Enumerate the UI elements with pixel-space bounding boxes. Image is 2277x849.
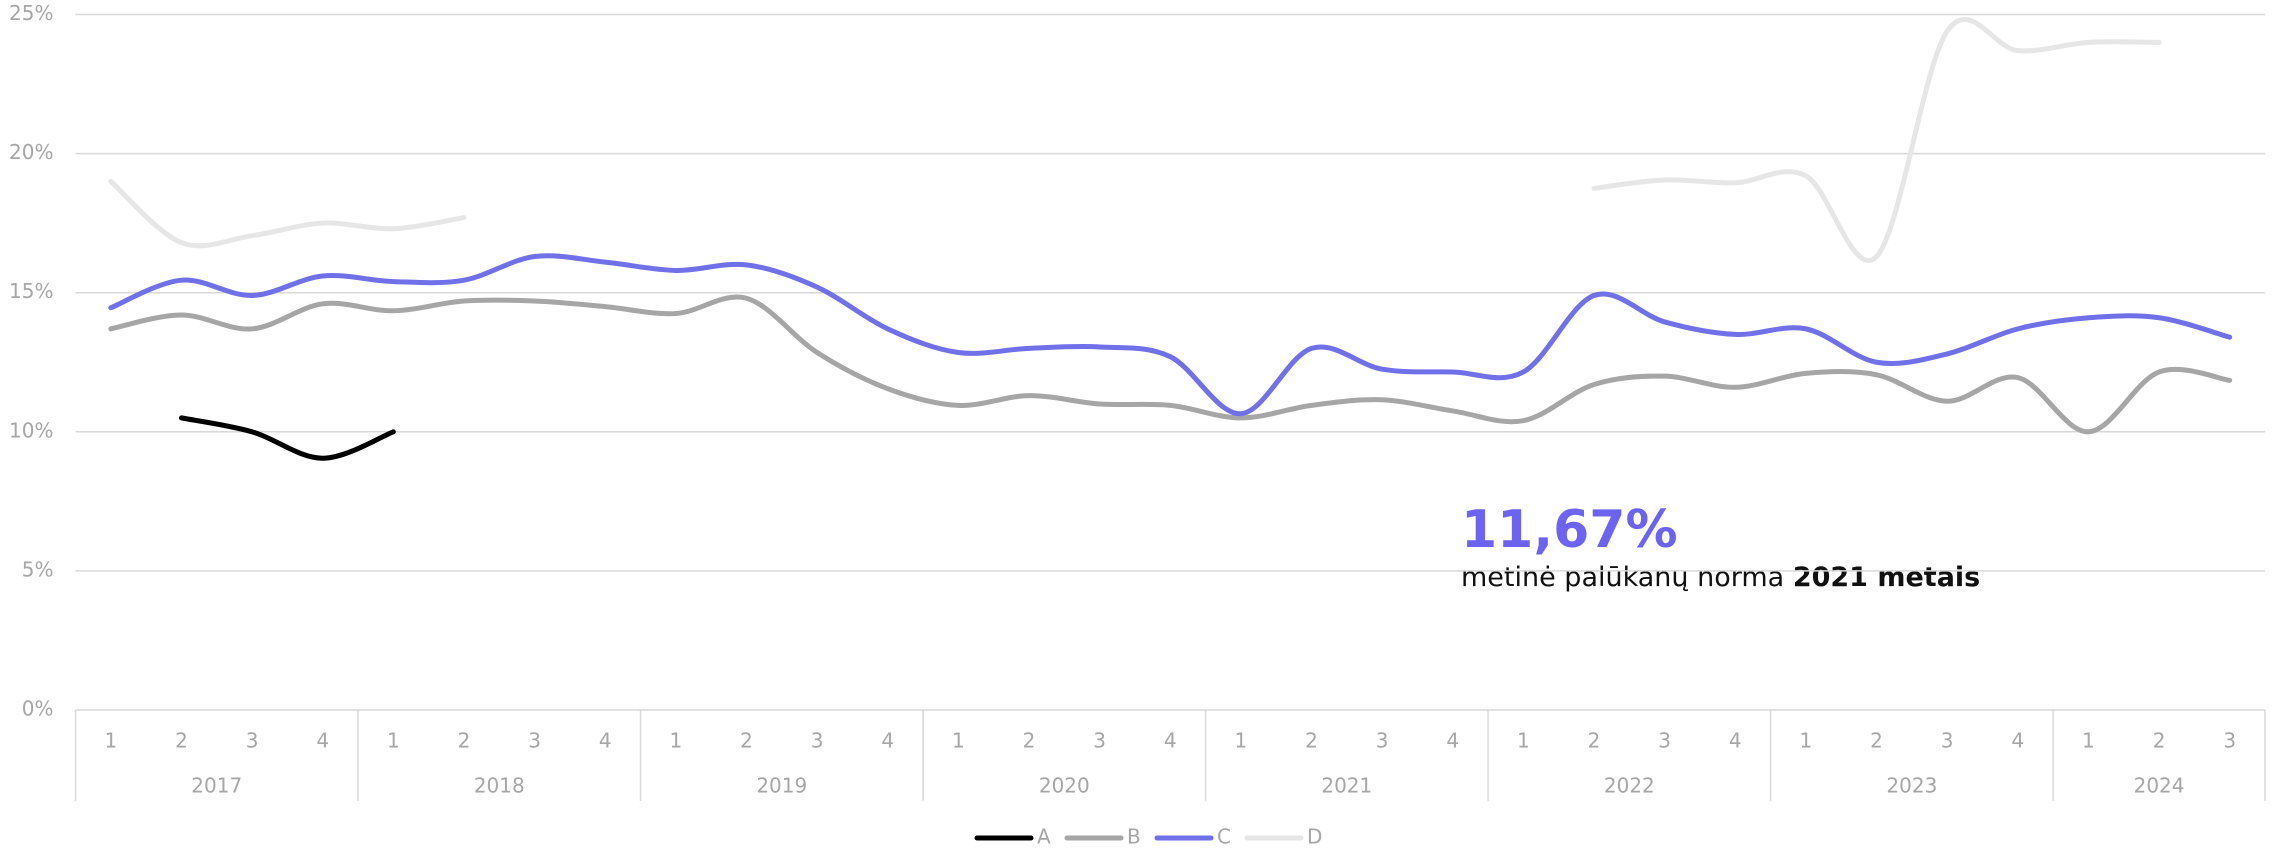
annotation-value: 11,67% (1461, 500, 1678, 560)
x-tick-label: 1 (952, 729, 965, 753)
y-tick-label: 0% (22, 697, 54, 721)
x-tick-label: 3 (1376, 729, 1389, 753)
x-tick-label: 1 (2082, 729, 2095, 753)
legend-label: D (1307, 825, 1322, 849)
x-group-label: 2021 (1321, 774, 1372, 798)
x-tick-label: 3 (1093, 729, 1106, 753)
annotation-text: metinė palūkanų norma 2021 metais (1461, 562, 1980, 593)
series-line (108, 17, 2162, 263)
legend-label: A (1037, 825, 1051, 849)
x-tick-label: 1 (1517, 729, 1530, 753)
x-tick-label: 2 (1588, 729, 1601, 753)
x-tick-label: 3 (246, 729, 259, 753)
series-line (108, 253, 2233, 417)
annotation-bold: 2021 metais (1793, 562, 1980, 593)
x-tick-label: 2 (740, 729, 753, 753)
x-group-label: 2023 (1886, 774, 1937, 798)
annotation-plain: metinė palūkanų norma (1461, 562, 1793, 593)
x-group-label: 2019 (756, 774, 807, 798)
x-tick-label: 4 (599, 729, 612, 753)
x-tick-label: 3 (1658, 729, 1671, 753)
y-tick-label: 5% (22, 557, 54, 581)
x-tick-label: 1 (387, 729, 400, 753)
x-group-label: 2022 (1604, 774, 1655, 798)
x-tick-label: 1 (1235, 729, 1248, 753)
x-tick-label: 2 (1870, 729, 1883, 753)
series-line (108, 294, 2233, 435)
y-tick-label: 25% (9, 1, 53, 25)
series-line (178, 415, 396, 461)
x-group-label: 2020 (1039, 774, 1090, 798)
x-tick-label: 3 (1941, 729, 1954, 753)
x-tick-label: 2 (1305, 729, 1318, 753)
x-tick-label: 4 (1446, 729, 1459, 753)
x-tick-label: 1 (104, 729, 117, 753)
x-tick-label: 2 (458, 729, 471, 753)
x-tick-label: 3 (528, 729, 541, 753)
y-tick-label: 15% (9, 279, 53, 303)
x-tick-label: 2 (2153, 729, 2166, 753)
x-tick-label: 2 (175, 729, 188, 753)
x-group-label: 2018 (474, 774, 525, 798)
x-group-label: 2024 (2134, 774, 2185, 798)
x-tick-label: 1 (1800, 729, 1813, 753)
x-tick-label: 4 (881, 729, 894, 753)
x-tick-label: 1 (669, 729, 682, 753)
x-tick-label: 4 (2011, 729, 2024, 753)
x-tick-label: 4 (1164, 729, 1177, 753)
legend-label: C (1217, 825, 1231, 849)
x-tick-label: 4 (1729, 729, 1742, 753)
x-tick-label: 4 (316, 729, 329, 753)
legend-label: B (1127, 825, 1141, 849)
y-tick-label: 20% (9, 140, 53, 164)
x-tick-label: 3 (2223, 729, 2236, 753)
x-tick-label: 3 (811, 729, 824, 753)
x-group-label: 2017 (191, 774, 242, 798)
x-tick-label: 2 (1023, 729, 1036, 753)
y-tick-label: 10% (9, 418, 53, 442)
